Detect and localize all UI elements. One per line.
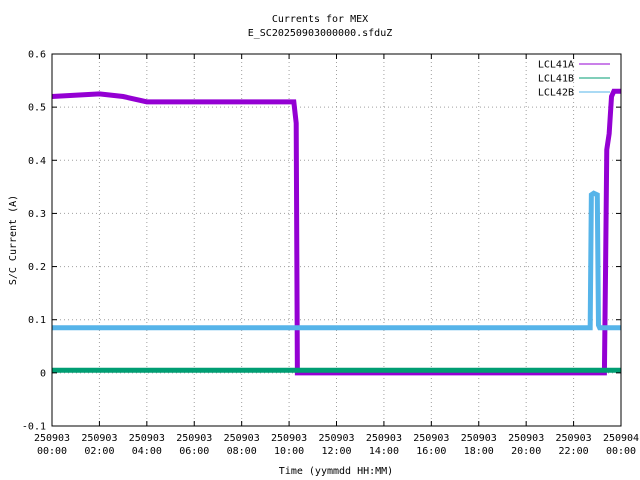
y-tick-label: 0.5: [28, 103, 46, 114]
x-tick-label-date: 250903: [224, 433, 260, 444]
x-tick-label-date: 250903: [556, 433, 592, 444]
y-tick-label: 0.2: [28, 262, 46, 273]
y-axis-label: S/C Current (A): [8, 195, 19, 285]
x-tick-label-time: 20:00: [511, 446, 541, 457]
legend-label-lcl41a: LCL41A: [538, 60, 574, 71]
legend-label-lcl41b: LCL41B: [538, 74, 574, 85]
x-tick-label-time: 00:00: [606, 446, 636, 457]
x-tick-label-date: 250903: [129, 433, 165, 444]
y-tick-label: 0.6: [28, 50, 46, 61]
x-tick-label-date: 250903: [271, 433, 307, 444]
y-tick-label: 0.3: [28, 209, 46, 220]
x-tick-label-date: 250904: [603, 433, 639, 444]
x-tick-label-date: 250903: [318, 433, 354, 444]
x-tick-label-time: 08:00: [227, 446, 257, 457]
x-tick-label-date: 250903: [508, 433, 544, 444]
series-line-lcl41a: [51, 88, 621, 376]
x-tick-label-date: 250903: [366, 433, 402, 444]
x-tick-label-date: 250903: [413, 433, 449, 444]
x-tick-label-date: 250903: [34, 433, 70, 444]
x-axis-label: Time (yymmdd HH:MM): [279, 466, 393, 477]
y-tick-label: 0.4: [28, 156, 46, 167]
chart-subtitle: E_SC20250903000000.sfduZ: [247, 28, 393, 39]
y-tick-label: -0.1: [22, 422, 46, 433]
x-tick-label-time: 12:00: [321, 446, 351, 457]
legend-label-lcl42b: LCL42B: [538, 88, 574, 99]
x-tick-label-time: 18:00: [464, 446, 494, 457]
series-group: [51, 88, 621, 376]
x-tick-label-time: 02:00: [84, 446, 114, 457]
x-tick-label-time: 00:00: [37, 446, 67, 457]
x-tick-label-time: 06:00: [179, 446, 209, 457]
y-tick-label: 0.1: [28, 315, 46, 326]
y-tick-label: 0: [40, 368, 46, 379]
x-tick-label-date: 250903: [81, 433, 117, 444]
axis-ticks: -0.1 0 0.1 0.2 0.3 0.4 0.5 0.6 250903 00:00 250903…: [22, 50, 639, 458]
x-tick-label-time: 10:00: [274, 446, 304, 457]
x-tick-label-time: 04:00: [132, 446, 162, 457]
legend: LCL41A LCL41B LCL42B: [538, 60, 610, 99]
x-tick-label-time: 22:00: [559, 446, 589, 457]
x-tick-label-date: 250903: [461, 433, 497, 444]
x-tick-label-date: 250903: [176, 433, 212, 444]
x-tick-label-time: 16:00: [416, 446, 446, 457]
chart-title: Currents for MEX: [271, 14, 369, 25]
series-line-lcl42b: [52, 190, 621, 331]
x-tick-label-time: 14:00: [369, 446, 399, 457]
